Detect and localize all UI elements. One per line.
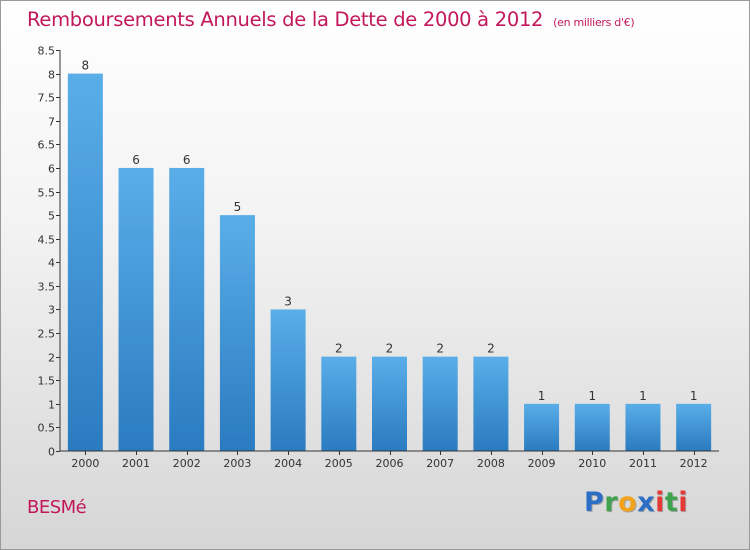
data-label: 2 bbox=[335, 342, 343, 356]
logo-letter: o bbox=[618, 487, 638, 518]
data-label: 6 bbox=[132, 153, 140, 167]
y-tick-label: 2 bbox=[48, 352, 55, 365]
x-tick-label: 2010 bbox=[578, 457, 606, 470]
bar bbox=[574, 403, 610, 451]
chart-title: Remboursements Annuels de la Dette de 20… bbox=[27, 8, 635, 31]
x-tick-label: 2008 bbox=[477, 457, 505, 470]
bar bbox=[321, 356, 357, 451]
logo-letter: r bbox=[604, 487, 619, 518]
y-tick-label: 7.5 bbox=[38, 92, 56, 105]
logo-letter: P bbox=[584, 487, 605, 518]
y-tick-label: 4 bbox=[48, 257, 55, 270]
bar bbox=[67, 73, 103, 452]
x-tick-label: 2006 bbox=[376, 457, 404, 470]
proxiti-logo: Proxiti bbox=[584, 487, 688, 518]
bar bbox=[676, 403, 712, 451]
logo-letter: i bbox=[655, 487, 665, 518]
x-tick-label: 2001 bbox=[122, 457, 150, 470]
x-tick-label: 2005 bbox=[325, 457, 353, 470]
data-label: 1 bbox=[588, 389, 596, 403]
x-tick-label: 2011 bbox=[629, 457, 657, 470]
y-tick-label: 5 bbox=[48, 210, 55, 223]
x-tick-label: 2003 bbox=[223, 457, 251, 470]
commune-name: BESMé bbox=[27, 497, 87, 518]
axes-group bbox=[56, 50, 719, 455]
y-tick-label: 6.5 bbox=[38, 139, 56, 152]
bar bbox=[219, 215, 255, 451]
x-tick-label: 2002 bbox=[173, 457, 201, 470]
y-tick-label: 8 bbox=[48, 69, 55, 82]
y-tick-label: 0.5 bbox=[38, 422, 56, 435]
bars-group bbox=[67, 73, 712, 452]
y-tick-label: 1 bbox=[48, 399, 55, 412]
labels-group: 0 0.5 1 1.5 2 2.5 3 3.5 4 4.5 5 5.5 6 6.5 7 7.5 8 8.5 2000… bbox=[38, 45, 708, 471]
y-tick-label: 1.5 bbox=[38, 375, 56, 388]
logo-letter: x bbox=[637, 487, 656, 518]
data-label: 1 bbox=[690, 389, 698, 403]
data-label: 1 bbox=[639, 389, 647, 403]
y-tick-label: 7 bbox=[48, 116, 55, 129]
chart-title-text: Remboursements Annuels de la Dette de 20… bbox=[27, 8, 544, 31]
bar bbox=[422, 356, 458, 451]
bar bbox=[118, 167, 154, 452]
y-tick-label: 5.5 bbox=[38, 187, 56, 200]
y-tick-label: 3.5 bbox=[38, 281, 56, 294]
bar bbox=[473, 356, 509, 451]
logo-letter: i bbox=[678, 487, 689, 518]
x-tick-label: 2007 bbox=[426, 457, 454, 470]
y-tick-label: 8.5 bbox=[38, 45, 56, 58]
bar bbox=[372, 356, 407, 451]
chart-subtitle: (en milliers d'€) bbox=[553, 16, 635, 29]
y-tick-label: 3 bbox=[48, 304, 55, 317]
data-label: 8 bbox=[82, 59, 90, 73]
x-tick-label: 2000 bbox=[71, 457, 99, 470]
data-label: 3 bbox=[284, 294, 292, 308]
bar bbox=[169, 167, 205, 452]
y-tick-label: 0 bbox=[48, 446, 55, 459]
data-label: 5 bbox=[234, 200, 242, 214]
data-label: 2 bbox=[436, 342, 444, 356]
x-tick-label: 2012 bbox=[680, 457, 708, 470]
x-tick-label: 2004 bbox=[274, 457, 302, 470]
data-label: 6 bbox=[183, 153, 191, 167]
y-tick-label: 4.5 bbox=[38, 234, 56, 247]
data-label: 2 bbox=[386, 342, 394, 356]
bar bbox=[625, 403, 661, 451]
y-tick-label: 6 bbox=[48, 163, 55, 176]
x-tick-label: 2009 bbox=[528, 457, 556, 470]
bar bbox=[524, 403, 560, 451]
bar bbox=[270, 309, 306, 451]
logo-letter: t bbox=[664, 487, 679, 518]
data-label: 2 bbox=[487, 342, 495, 356]
data-label: 1 bbox=[538, 389, 546, 403]
y-tick-label: 2.5 bbox=[38, 328, 56, 341]
